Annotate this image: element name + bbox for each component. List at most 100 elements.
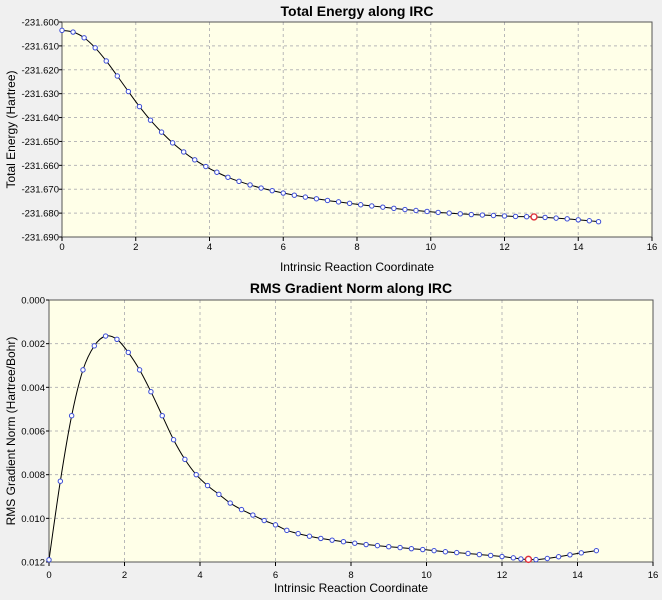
chart-1-data-point[interactable] [180,149,187,155]
chart-2-data-point[interactable] [193,471,199,478]
chart-2-data-point[interactable] [136,367,143,373]
chart-1-data-point[interactable] [553,215,559,221]
chart-2-data-point[interactable] [420,546,426,553]
chart-1-data-point[interactable] [92,45,98,51]
chart-2-data-point[interactable] [329,537,335,543]
chart-2-current-point[interactable] [524,555,533,564]
chart-2-data-point[interactable] [114,336,120,342]
chart-2-data-point[interactable] [238,506,245,513]
chart-2-data-point[interactable] [431,547,437,554]
chart-1-data-point[interactable] [291,192,298,198]
chart-1-data-point[interactable] [324,197,331,204]
chart-2-data-point[interactable] [593,547,600,554]
chart-2-data-point[interactable] [442,549,449,555]
chart-1-data-point[interactable] [435,209,441,216]
chart-2-data-point[interactable] [57,478,64,484]
chart-1-data-point[interactable] [269,187,275,194]
chart-2-data-point[interactable] [250,512,256,518]
chart-1-data-point[interactable] [313,196,320,202]
chart-1-data-point[interactable] [479,212,486,218]
chart-1-data-point[interactable] [523,213,530,220]
chart-2-data-point[interactable] [487,552,494,559]
chart-1-data-point[interactable] [413,207,419,214]
chart-1-data-point[interactable] [59,27,65,34]
chart-2-data-point[interactable] [499,553,505,560]
chart-1-data-point[interactable] [147,117,154,123]
chart-2-data-point[interactable] [408,545,415,552]
chart-1-data-point[interactable] [501,213,508,219]
chart-1-data-point[interactable] [158,129,165,135]
chart-2-data-point[interactable] [567,552,573,558]
chart-2-data-point[interactable] [518,556,524,562]
chart-1-data-point[interactable] [258,185,264,191]
chart-1-data-point[interactable] [542,214,548,221]
chart-2-data-point[interactable] [374,542,381,549]
chart-1-data-point[interactable] [169,140,176,146]
chart-1-data-point[interactable] [70,29,76,35]
chart-2-data-point[interactable] [216,491,222,498]
chart-2-data-point[interactable] [476,551,483,558]
chart-1-data-point[interactable] [125,88,132,95]
chart-2-data-point[interactable] [306,533,313,539]
chart-2-data-point[interactable] [284,527,290,534]
chart-1-data-point[interactable] [346,200,353,207]
chart-2-data-point[interactable] [204,482,211,489]
chart-1-data-point[interactable] [302,194,309,200]
chart-1-data-point[interactable] [225,174,231,180]
chart-1-data-point[interactable] [586,218,593,224]
chart-2-data-point[interactable] [454,549,460,556]
chart-1-data-point[interactable] [575,217,581,223]
chart-1-data-point[interactable] [369,203,375,209]
chart-2-data-point[interactable] [261,517,267,524]
chart-1-data-point[interactable] [457,211,463,217]
chart-2-data-point[interactable] [170,437,177,443]
chart-1-data-point[interactable] [490,212,497,219]
chart-1-data-point[interactable] [512,213,519,220]
chart-1-data-point[interactable] [595,219,602,225]
chart-2-data-point[interactable] [182,456,188,463]
chart-2-data-point[interactable] [46,557,52,563]
chart-2-data-point[interactable] [295,530,301,537]
chart-1-data-point[interactable] [214,169,220,175]
chart-2-data-point[interactable] [272,522,279,528]
chart-2-data-point[interactable] [544,555,550,562]
chart-1-data-point[interactable] [446,210,452,216]
chart-1-data-point[interactable] [391,205,397,212]
chart-1-current-point[interactable] [530,213,538,221]
chart-2-data-point[interactable] [397,544,403,551]
chart-2-data-point[interactable] [91,343,98,349]
chart-2-data-point[interactable] [465,550,471,557]
chart-1-data-point[interactable] [380,204,386,210]
chart-1-data-point[interactable] [81,35,87,41]
chart-1-data-point[interactable] [357,202,364,208]
chart-1-data-point[interactable] [280,190,286,196]
chart-2-data-point[interactable] [159,413,165,419]
chart-2-data-point[interactable] [352,540,358,546]
chart-2-data-point[interactable] [578,550,584,556]
chart-2-data-point[interactable] [227,500,233,506]
chart-2-data-point[interactable] [125,349,131,356]
chart-1-data-point[interactable] [402,206,408,213]
chart-1-data-point[interactable] [136,103,143,110]
chart-2-data-point[interactable] [148,389,154,395]
chart-2-data-point[interactable] [68,413,75,419]
chart-2-data-point[interactable] [102,333,109,339]
chart-2-data-point[interactable] [510,555,517,561]
chart-2-data-point[interactable] [318,535,324,542]
chart-1-data-point[interactable] [103,58,109,64]
chart-2-data-point[interactable] [386,544,392,550]
chart-1-data-point[interactable] [192,157,198,163]
chart-2-data-point[interactable] [363,541,369,548]
chart-1-data-point[interactable] [468,211,475,218]
chart-1-data-point[interactable] [424,208,430,215]
chart-2-data-point[interactable] [555,554,562,560]
chart-1-data-point[interactable] [203,163,209,170]
chart-1-data-point[interactable] [236,178,242,185]
chart-1-data-point[interactable] [114,73,121,79]
chart-1-data-point[interactable] [247,182,253,188]
chart-2-data-point[interactable] [80,367,86,373]
chart-2-data-point[interactable] [533,556,539,563]
chart-1-data-point[interactable] [564,216,570,222]
chart-1-data-point[interactable] [335,199,342,205]
chart-2-data-point[interactable] [340,538,347,545]
